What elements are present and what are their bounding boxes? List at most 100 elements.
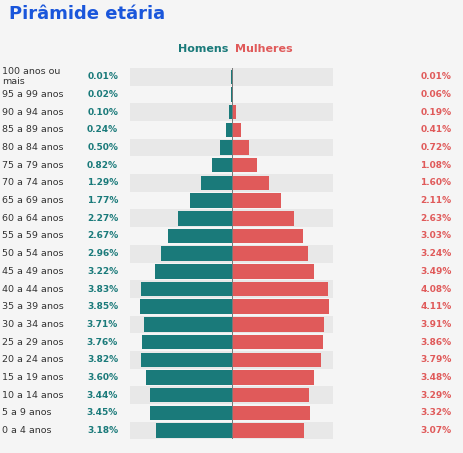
Bar: [146, 370, 232, 385]
Text: 5 a 9 anos: 5 a 9 anos: [2, 408, 52, 417]
Text: 0.24%: 0.24%: [87, 125, 118, 135]
Text: 45 a 49 anos: 45 a 49 anos: [2, 267, 64, 276]
Bar: [219, 140, 232, 155]
Text: 3.60%: 3.60%: [87, 373, 118, 382]
Bar: [130, 139, 333, 156]
Text: 1.60%: 1.60%: [420, 178, 451, 188]
Text: 4.11%: 4.11%: [420, 302, 451, 311]
Bar: [130, 298, 333, 316]
Text: 80 a 84 anos: 80 a 84 anos: [2, 143, 64, 152]
Text: 30 a 34 anos: 30 a 34 anos: [2, 320, 64, 329]
Text: 65 a 69 anos: 65 a 69 anos: [2, 196, 64, 205]
Text: 0.06%: 0.06%: [420, 90, 451, 99]
Bar: [130, 263, 333, 280]
Bar: [232, 282, 328, 296]
Bar: [189, 193, 232, 208]
Text: 2.67%: 2.67%: [87, 231, 118, 241]
Bar: [232, 352, 321, 367]
Text: 15 a 19 anos: 15 a 19 anos: [2, 373, 64, 382]
Bar: [130, 351, 333, 369]
Text: Homens: Homens: [178, 44, 228, 54]
Text: 1.29%: 1.29%: [87, 178, 118, 188]
Bar: [130, 121, 333, 139]
Bar: [155, 264, 232, 279]
Text: 3.03%: 3.03%: [420, 231, 451, 241]
Text: Pirâmide etária: Pirâmide etária: [9, 5, 165, 23]
Bar: [130, 103, 333, 121]
Bar: [232, 176, 269, 190]
Text: 3.79%: 3.79%: [420, 355, 451, 364]
Text: 3.86%: 3.86%: [420, 337, 451, 347]
Bar: [130, 68, 333, 86]
Bar: [201, 176, 232, 190]
Bar: [150, 405, 232, 420]
Bar: [232, 229, 303, 243]
Bar: [130, 192, 333, 209]
Bar: [130, 404, 333, 422]
Bar: [141, 282, 232, 296]
Bar: [162, 246, 232, 261]
Text: 3.76%: 3.76%: [87, 337, 118, 347]
Text: 85 a 89 anos: 85 a 89 anos: [2, 125, 64, 135]
Text: 1.08%: 1.08%: [420, 161, 451, 170]
Bar: [130, 386, 333, 404]
Text: 3.85%: 3.85%: [87, 302, 118, 311]
Text: 0.50%: 0.50%: [87, 143, 118, 152]
Bar: [130, 156, 333, 174]
Text: 2.63%: 2.63%: [420, 214, 451, 223]
Bar: [232, 246, 308, 261]
Text: 3.49%: 3.49%: [420, 267, 451, 276]
Text: 0 a 4 anos: 0 a 4 anos: [2, 426, 52, 435]
Bar: [168, 229, 232, 243]
Text: 4.08%: 4.08%: [420, 284, 451, 294]
Text: 0.02%: 0.02%: [87, 90, 118, 99]
Text: 3.91%: 3.91%: [420, 320, 451, 329]
Bar: [143, 335, 232, 349]
Text: 75 a 79 anos: 75 a 79 anos: [2, 161, 64, 170]
Bar: [232, 423, 304, 438]
Bar: [232, 264, 314, 279]
Bar: [232, 299, 329, 314]
Text: 95 a 99 anos: 95 a 99 anos: [2, 90, 64, 99]
Bar: [140, 299, 232, 314]
Text: 35 a 39 anos: 35 a 39 anos: [2, 302, 64, 311]
Bar: [130, 86, 333, 103]
Bar: [232, 370, 314, 385]
Text: 3.71%: 3.71%: [87, 320, 118, 329]
Text: 60 a 64 anos: 60 a 64 anos: [2, 214, 64, 223]
Text: 10 a 14 anos: 10 a 14 anos: [2, 390, 64, 400]
Bar: [130, 174, 333, 192]
Text: 1.77%: 1.77%: [87, 196, 118, 205]
Text: 50 a 54 anos: 50 a 54 anos: [2, 249, 64, 258]
Text: 3.07%: 3.07%: [420, 426, 451, 435]
Text: 0.01%: 0.01%: [420, 72, 451, 81]
Text: 55 a 59 anos: 55 a 59 anos: [2, 231, 64, 241]
Bar: [130, 316, 333, 333]
Bar: [232, 158, 257, 173]
Bar: [144, 317, 232, 332]
Text: 3.48%: 3.48%: [420, 373, 451, 382]
Bar: [232, 193, 282, 208]
Text: 20 a 24 anos: 20 a 24 anos: [2, 355, 64, 364]
Text: 3.32%: 3.32%: [420, 408, 451, 417]
Text: 25 a 29 anos: 25 a 29 anos: [2, 337, 64, 347]
Bar: [229, 105, 232, 120]
Text: Mulheres: Mulheres: [235, 44, 293, 54]
Bar: [156, 423, 232, 438]
Text: 0.19%: 0.19%: [420, 108, 451, 117]
Text: 0.41%: 0.41%: [420, 125, 451, 135]
Text: 2.27%: 2.27%: [87, 214, 118, 223]
Text: 0.72%: 0.72%: [420, 143, 451, 152]
Text: 2.96%: 2.96%: [87, 249, 118, 258]
Bar: [232, 105, 236, 120]
Bar: [130, 245, 333, 263]
Bar: [130, 422, 333, 439]
Text: 40 a 44 anos: 40 a 44 anos: [2, 284, 64, 294]
Bar: [130, 209, 333, 227]
Bar: [150, 388, 232, 402]
Text: 3.22%: 3.22%: [87, 267, 118, 276]
Text: 2.11%: 2.11%: [420, 196, 451, 205]
Text: 3.24%: 3.24%: [420, 249, 451, 258]
Bar: [212, 158, 232, 173]
Text: 90 a 94 anos: 90 a 94 anos: [2, 108, 64, 117]
